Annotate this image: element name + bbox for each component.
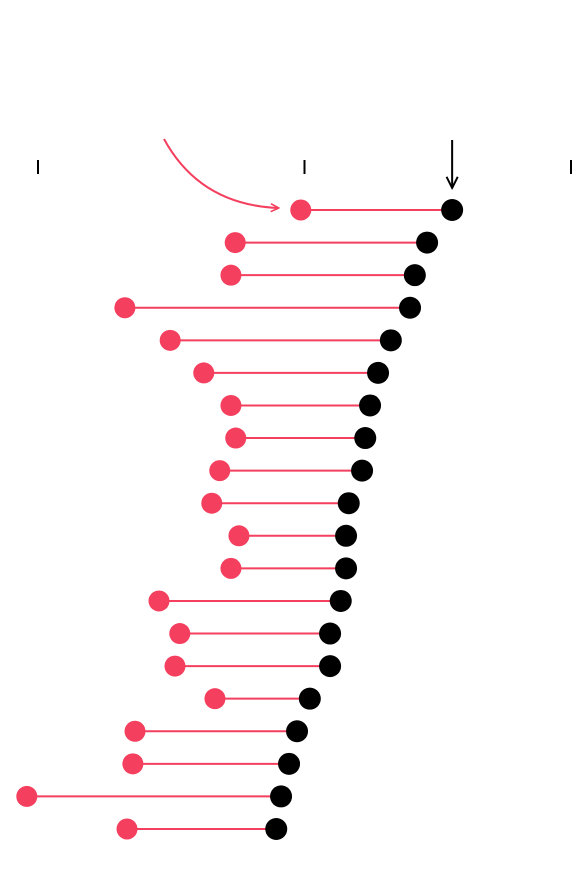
start-dot <box>169 623 191 645</box>
end-dot <box>286 720 309 743</box>
start-dot <box>220 557 242 579</box>
end-dot <box>403 264 426 287</box>
start-dot <box>16 785 38 807</box>
end-dot <box>337 492 360 515</box>
start-dot <box>201 492 223 514</box>
start-dot <box>220 264 242 286</box>
end-dot <box>335 557 358 580</box>
start-dot <box>122 753 144 775</box>
end-dot <box>278 752 301 775</box>
end-dot <box>441 199 464 221</box>
end-dot <box>329 589 352 612</box>
end-dot <box>359 394 382 417</box>
start-dot <box>228 525 250 547</box>
start-dot <box>290 199 312 221</box>
end-dot <box>351 459 374 482</box>
start-dot <box>220 394 242 416</box>
start-dot <box>116 818 138 840</box>
end-dot <box>270 785 293 808</box>
start-dot <box>193 362 215 384</box>
annotation-arrow <box>163 138 279 208</box>
end-dot <box>416 231 439 254</box>
start-dot <box>224 232 246 254</box>
end-dot <box>399 296 422 319</box>
start-dot <box>164 655 186 677</box>
start-dot <box>209 460 231 482</box>
end-dot <box>265 818 288 840</box>
start-dot <box>124 720 146 742</box>
start-dot <box>148 590 170 612</box>
end-dot <box>319 622 342 645</box>
start-dot <box>225 427 247 449</box>
end-dot <box>319 655 342 678</box>
end-dot <box>379 329 402 352</box>
end-dot <box>335 524 358 547</box>
end-dot <box>367 361 390 384</box>
start-dot <box>114 297 136 319</box>
end-dot <box>298 687 321 710</box>
start-dot <box>204 688 226 710</box>
end-dot <box>354 427 377 450</box>
start-dot <box>159 329 181 351</box>
